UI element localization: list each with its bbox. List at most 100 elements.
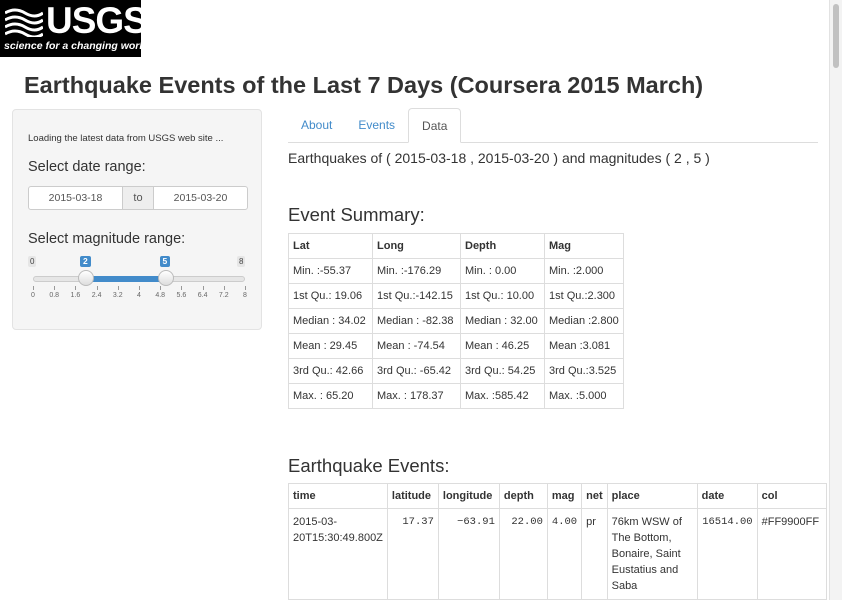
magnitude-range-label: Select magnitude range: — [28, 231, 186, 247]
summary-cell: Median :2.800 — [544, 308, 624, 334]
slider-high-handle[interactable] — [157, 270, 174, 286]
slider-tick-label: 7.2 — [218, 292, 229, 299]
slider-tick — [96, 286, 98, 290]
slider-tick — [223, 286, 225, 290]
summary-header-cell: Depth — [460, 233, 545, 259]
summary-cell: Median : -82.38 — [372, 308, 461, 334]
summary-cell: Min. :-176.29 — [372, 258, 461, 284]
end-date-input[interactable]: 2015-03-20 — [153, 186, 248, 210]
summary-cell: Median : 34.02 — [288, 308, 373, 334]
events-cell-place: 76km WSW of The Bottom, Bonaire, Saint E… — [606, 508, 698, 600]
summary-cell: Min. :2.000 — [544, 258, 624, 284]
summary-cell: 1st Qu.:-142.15 — [372, 283, 461, 309]
tab-bar: About Events Data — [288, 108, 818, 143]
slider-tick-label: 4.8 — [155, 292, 166, 299]
event-summary-table: Lat Long Depth Mag Min. :-55.37 Min. :-176.2… — [288, 233, 624, 409]
slider-tick-label: 1.6 — [70, 292, 81, 299]
table-row: Mean : 29.45 Mean : -74.54 Mean : 46.25 Mea… — [288, 333, 624, 359]
events-header-cell: mag — [546, 483, 583, 509]
summary-cell: 1st Qu.: 19.06 — [288, 283, 373, 309]
table-row: Median : 34.02 Median : -82.38 Median : 32… — [288, 308, 624, 334]
summary-cell: Mean : 29.45 — [288, 333, 373, 359]
logo-tagline: science for a changing world — [4, 40, 149, 52]
summary-cell: Mean : 46.25 — [460, 333, 545, 359]
slider-min-label: 0 — [28, 256, 37, 267]
slider-tick-label: 4 — [137, 292, 141, 299]
earthquake-events-heading: Earthquake Events: — [288, 455, 450, 476]
tab-events[interactable]: Events — [358, 118, 396, 132]
summary-cell: Min. : 0.00 — [460, 258, 545, 284]
summary-cell: Max. : 65.20 — [288, 383, 373, 409]
summary-cell: 3rd Qu.: 54.25 — [460, 358, 545, 384]
slider-tick — [54, 286, 56, 290]
events-header-cell: latitude — [386, 483, 439, 509]
loading-status: Loading the latest data from USGS web si… — [28, 133, 224, 144]
data-subtitle: Earthquakes of ( 2015-03-18 , 2015-03-20… — [288, 150, 710, 166]
summary-header-cell: Long — [372, 233, 461, 259]
magnitude-range-slider[interactable]: 0 8 2 5 0 0.8 1.6 2.4 3.2 4 4.8 5.6 6.4 7.2 8 — [28, 256, 250, 306]
slider-tick — [75, 286, 77, 290]
slider-tick-label: 3.2 — [112, 292, 123, 299]
table-row: 2015-03-20T15:30:49.800Z 17.37 −63.91 22.00… — [288, 508, 827, 600]
events-header-cell: col — [756, 483, 827, 509]
slider-selected-range — [86, 276, 166, 282]
usgs-wave-icon — [5, 5, 43, 37]
slider-tick — [139, 286, 140, 290]
date-range-separator: to — [123, 186, 153, 210]
events-header-row: time latitude longitude depth mag net place dat… — [288, 483, 827, 509]
events-header-cell: time — [288, 483, 388, 509]
slider-tick-label: 6.4 — [197, 292, 208, 299]
slider-tick-label: 5.6 — [176, 292, 187, 299]
slider-ticks: 0 0.8 1.6 2.4 3.2 4 4.8 5.6 6.4 7.2 8 — [28, 286, 250, 306]
slider-high-value: 5 — [159, 256, 171, 267]
slider-low-handle[interactable] — [78, 270, 94, 286]
sidebar-panel: Loading the latest data from USGS web si… — [12, 109, 262, 330]
summary-cell: 3rd Qu.: -65.42 — [372, 358, 461, 384]
events-cell-latitude: 17.37 — [386, 508, 439, 600]
events-cell-time: 2015-03-20T15:30:49.800Z — [288, 508, 388, 600]
slider-tick-label: 0.8 — [49, 292, 60, 299]
events-cell-col: #FF9900FF — [756, 508, 827, 600]
slider-tick — [117, 286, 119, 290]
summary-cell: Max. :5.000 — [544, 383, 624, 409]
slider-max-label: 8 — [237, 256, 246, 267]
events-cell-mag: 4.00 — [546, 508, 583, 600]
start-date-input[interactable]: 2015-03-18 — [28, 186, 123, 210]
events-header-cell: depth — [498, 483, 548, 509]
scrollbar-thumb[interactable] — [833, 4, 839, 68]
page-scrollbar[interactable] — [829, 0, 842, 600]
events-header-cell: place — [606, 483, 698, 509]
summary-header-row: Lat Long Depth Mag — [288, 233, 624, 259]
events-header-cell: date — [696, 483, 758, 509]
events-header-cell: net — [581, 483, 608, 509]
summary-cell: 1st Qu.:2.300 — [544, 283, 624, 309]
summary-header-cell: Mag — [544, 233, 624, 259]
events-header-cell: longitude — [437, 483, 500, 509]
usgs-logo[interactable]: USGS science for a changing world — [0, 0, 149, 57]
table-row: 1st Qu.: 19.06 1st Qu.:-142.15 1st Qu.: 10… — [288, 283, 624, 309]
summary-cell: Min. :-55.37 — [288, 258, 373, 284]
table-row: Min. :-55.37 Min. :-176.29 Min. : 0.00 Min.… — [288, 258, 624, 284]
summary-cell: Mean :3.081 — [544, 333, 624, 359]
events-cell-net: pr — [581, 508, 608, 600]
page-title: Earthquake Events of the Last 7 Days (Co… — [24, 72, 704, 98]
tab-data[interactable]: Data — [408, 108, 462, 143]
summary-cell: Median : 32.00 — [460, 308, 545, 334]
summary-cell: Mean : -74.54 — [372, 333, 461, 359]
slider-tick-label: 8 — [243, 292, 247, 299]
table-row: 3rd Qu.: 42.66 3rd Qu.: -65.42 3rd Qu.: 54… — [288, 358, 624, 384]
events-cell-depth: 22.00 — [498, 508, 548, 600]
date-range-picker: 2015-03-18 to 2015-03-20 — [28, 186, 248, 210]
event-summary-heading: Event Summary: — [288, 204, 425, 225]
table-row: Max. : 65.20 Max. : 178.37 Max. :585.42 Max… — [288, 383, 624, 409]
slider-tick — [160, 286, 162, 290]
slider-tick — [245, 286, 246, 290]
summary-cell: 3rd Qu.:3.525 — [544, 358, 624, 384]
slider-tick — [33, 286, 34, 290]
slider-tick — [181, 286, 183, 290]
date-range-label: Select date range: — [28, 159, 146, 175]
tab-about[interactable]: About — [301, 118, 333, 132]
summary-header-cell: Lat — [288, 233, 373, 259]
summary-cell: Max. :585.42 — [460, 383, 545, 409]
logo-text: USGS — [46, 0, 148, 41]
